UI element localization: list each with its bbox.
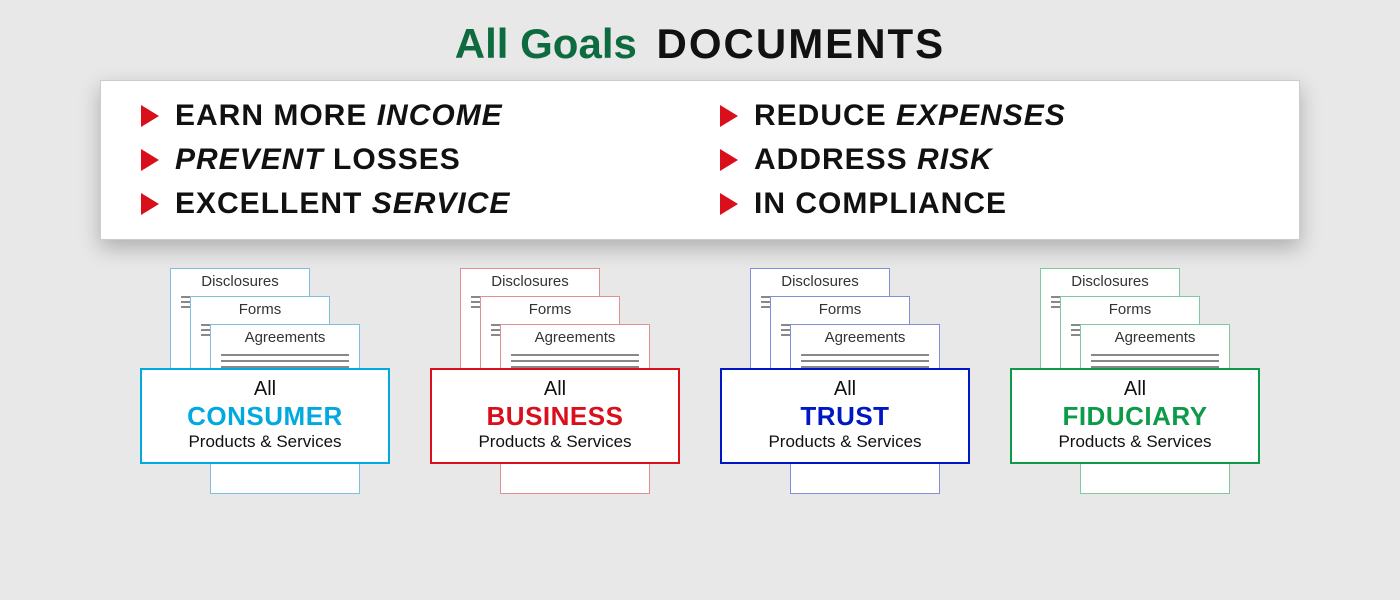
category-label-box: AllTRUSTProducts & Services — [720, 368, 970, 464]
category-card: Disclosures Forms Agreements AllTRUSTProduc… — [720, 268, 970, 528]
category-label-box: AllBUSINESSProducts & Services — [430, 368, 680, 464]
document-label: Agreements — [1081, 329, 1229, 346]
goal-item: EARN MORE INCOME — [141, 99, 680, 133]
document-label: Agreements — [791, 329, 939, 346]
label-top: All — [438, 378, 672, 401]
bullet-icon — [141, 149, 159, 171]
label-top: All — [148, 378, 382, 401]
goal-text: PREVENT LOSSES — [175, 143, 461, 177]
document-label: Agreements — [211, 329, 359, 346]
document-label: Disclosures — [461, 273, 599, 290]
document-label: Forms — [771, 301, 909, 318]
document-label: Disclosures — [751, 273, 889, 290]
document-label: Forms — [1061, 301, 1199, 318]
label-bottom: Products & Services — [728, 432, 962, 452]
goal-text: EARN MORE INCOME — [175, 99, 503, 133]
label-main: FIDUCIARY — [1018, 401, 1252, 432]
label-main: TRUST — [728, 401, 962, 432]
bullet-icon — [720, 105, 738, 127]
bullet-icon — [720, 149, 738, 171]
title-black: DOCUMENTS — [657, 20, 946, 67]
cards-row: DisclosuresFormsAgreementsAllCONSUMERPro… — [100, 268, 1300, 528]
goal-item: EXCELLENT SERVICE — [141, 187, 680, 221]
label-bottom: Products & Services — [1018, 432, 1252, 452]
document-label: Forms — [481, 301, 619, 318]
label-bottom: Products & Services — [438, 432, 672, 452]
category-card: Disclosures Forms Agreements AllBUSINESSPro… — [430, 268, 680, 528]
category-card: Disclosures Forms Agreements AllFIDUCIARYPr… — [1010, 268, 1260, 528]
bullet-icon — [720, 193, 738, 215]
document-label: Disclosures — [171, 273, 309, 290]
bullet-icon — [141, 105, 159, 127]
category-card: Disclosures Forms Agreements AllCONSUMERPro… — [140, 268, 390, 528]
category-label-box: AllFIDUCIARYProducts & Services — [1010, 368, 1260, 464]
goal-text: IN COMPLIANCE — [754, 187, 1007, 221]
document-label: Agreements — [501, 329, 649, 346]
goal-item: PREVENT LOSSES — [141, 143, 680, 177]
goal-item: ADDRESS RISK — [720, 143, 1259, 177]
goal-text: ADDRESS RISK — [754, 143, 993, 177]
title-green: All Goals — [455, 20, 637, 67]
label-bottom: Products & Services — [148, 432, 382, 452]
goal-text: REDUCE EXPENSES — [754, 99, 1066, 133]
page-title: All Goals DOCUMENTS — [100, 20, 1300, 68]
goals-box: EARN MORE INCOME REDUCE EXPENSES PREVENT L… — [100, 80, 1300, 240]
label-main: CONSUMER — [148, 401, 382, 432]
goal-text: EXCELLENT SERVICE — [175, 187, 510, 221]
goal-item: IN COMPLIANCE — [720, 187, 1259, 221]
document-label: Disclosures — [1041, 273, 1179, 290]
document-label: Forms — [191, 301, 329, 318]
label-top: All — [728, 378, 962, 401]
label-main: BUSINESS — [438, 401, 672, 432]
goal-item: REDUCE EXPENSES — [720, 99, 1259, 133]
bullet-icon — [141, 193, 159, 215]
label-top: All — [1018, 378, 1252, 401]
category-label-box: AllCONSUMERProducts & Services — [140, 368, 390, 464]
